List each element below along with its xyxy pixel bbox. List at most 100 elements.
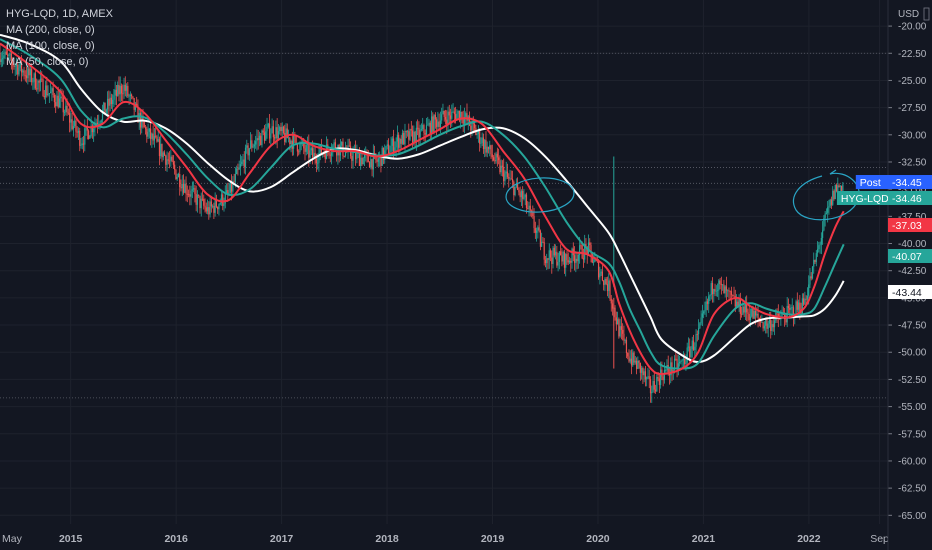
- candle-body: [582, 258, 585, 260]
- candle-body: [792, 307, 795, 318]
- indicator-ma100[interactable]: MA (100, close, 0): [6, 40, 95, 52]
- candle-body: [112, 99, 114, 105]
- price-tag[interactable]: HYG-LQD -34.46: [836, 191, 932, 205]
- candle-body: [551, 257, 553, 264]
- candle-body: [93, 128, 95, 133]
- candle-body: [142, 115, 144, 122]
- candle-body: [249, 140, 252, 149]
- currency-label[interactable]: USD: [898, 9, 919, 20]
- candle-body: [724, 286, 726, 294]
- candle-body: [577, 254, 579, 262]
- candle-body: [336, 149, 338, 156]
- candle-body: [528, 205, 530, 209]
- candle-body: [466, 113, 468, 121]
- candle-body: [485, 140, 487, 153]
- candle-body: [417, 127, 419, 129]
- candle-body: [767, 323, 769, 329]
- candle-body: [156, 136, 158, 142]
- candle-body: [232, 181, 234, 192]
- candle-body: [815, 253, 817, 263]
- candle-body: [489, 145, 491, 150]
- candle-body: [713, 289, 715, 295]
- candle-body: [13, 65, 15, 67]
- candle-body: [344, 151, 347, 156]
- candle-body: [503, 166, 505, 182]
- candle-body: [124, 84, 126, 91]
- candle-body: [524, 194, 526, 198]
- candle-body: [458, 110, 460, 121]
- candle-body: [487, 146, 490, 150]
- candle-body: [494, 160, 496, 162]
- candle-body: [185, 183, 187, 194]
- candle-body: [656, 377, 658, 392]
- candle-body: [280, 127, 282, 132]
- y-tick-label: -32.50: [898, 157, 927, 168]
- candle-body: [74, 120, 76, 127]
- price-tag-value: -37.03: [892, 220, 922, 232]
- candle-body: [203, 199, 205, 206]
- candle-body: [584, 243, 586, 260]
- candle-body: [834, 184, 836, 200]
- candle-body: [799, 302, 801, 312]
- candle-body: [473, 123, 476, 128]
- price-tag[interactable]: -40.07: [888, 249, 932, 263]
- candle-body: [714, 289, 716, 292]
- candle-body: [766, 319, 768, 329]
- candle-body: [12, 60, 14, 66]
- candle-body: [172, 161, 174, 165]
- candle-body: [158, 139, 161, 157]
- candle-body: [520, 191, 523, 198]
- candle-body: [20, 61, 23, 73]
- candle-body: [557, 261, 559, 266]
- candle-body: [67, 112, 69, 114]
- candle-body: [99, 122, 101, 124]
- candle-body: [535, 230, 538, 233]
- candle-body: [165, 155, 167, 165]
- candle-body: [742, 306, 744, 315]
- indicator-ma50[interactable]: MA (50, close, 0): [6, 56, 89, 68]
- candle-body: [527, 208, 529, 209]
- candle-body: [392, 138, 395, 153]
- candle-body: [563, 251, 566, 268]
- candle-body: [313, 152, 315, 158]
- candle-body: [839, 185, 841, 187]
- candle-body: [387, 144, 390, 155]
- candle-body: [552, 247, 554, 264]
- candle-body: [227, 190, 229, 194]
- candle-body: [586, 247, 588, 255]
- candle-body: [537, 227, 539, 231]
- candle-body: [215, 198, 218, 207]
- indicator-ma200[interactable]: MA (200, close, 0): [6, 24, 95, 36]
- candle-body: [114, 89, 116, 96]
- candle-body: [443, 110, 445, 117]
- candle-body: [228, 192, 230, 194]
- candle-body: [605, 278, 607, 285]
- candle-body: [639, 362, 641, 373]
- candle-body: [511, 178, 514, 182]
- candle-body: [651, 391, 653, 394]
- candle-body: [296, 143, 299, 152]
- price-tag[interactable]: -43.44: [888, 285, 932, 299]
- candle-body: [160, 143, 162, 157]
- candle-body: [652, 380, 654, 392]
- y-tick-label: -22.50: [898, 49, 927, 60]
- price-tag[interactable]: -37.03: [888, 218, 932, 232]
- y-tick-label: -25.00: [898, 76, 927, 87]
- candle-body: [225, 190, 228, 193]
- price-tag-value: -40.07: [892, 251, 922, 263]
- candle-body: [413, 131, 415, 144]
- symbol-title[interactable]: HYG-LQD, 1D, AMEX: [6, 8, 113, 20]
- candle-body: [491, 154, 493, 158]
- ma100-line: [0, 38, 845, 370]
- price-tag[interactable]: Post -34.45: [855, 175, 932, 189]
- candle-body: [797, 302, 800, 310]
- candle-body: [53, 95, 56, 103]
- candle-body: [632, 352, 634, 366]
- candle-body: [125, 85, 128, 91]
- candle-body: [567, 260, 569, 263]
- candle-body: [358, 152, 361, 167]
- candle-body: [244, 147, 247, 168]
- candle-body: [18, 67, 20, 75]
- candle-body: [801, 298, 803, 314]
